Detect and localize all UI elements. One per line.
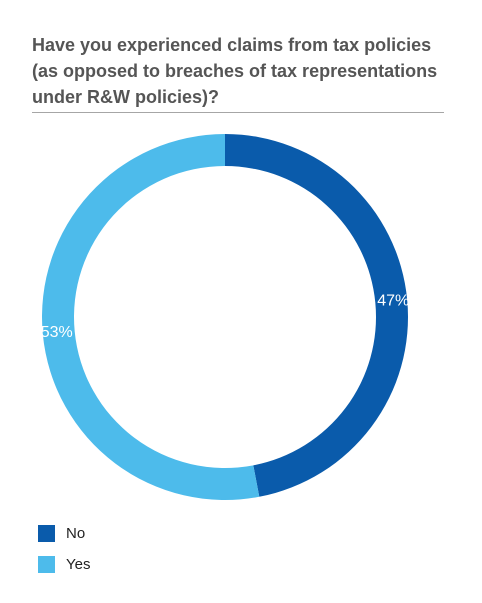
donut-slice-yes: [41, 134, 260, 500]
legend-item-no: No: [38, 524, 90, 542]
legend-item-yes: Yes: [38, 555, 90, 573]
donut-slice-no: [225, 134, 408, 497]
donut-labels: 47% 53%: [41, 292, 410, 341]
chart-title-line-3: under R&W policies)?: [32, 87, 220, 107]
chart-title-line-2: (as opposed to breaches of tax represent…: [32, 61, 438, 81]
legend: No Yes: [38, 524, 90, 586]
chart-title: Have you experienced claims from tax pol…: [32, 32, 452, 110]
chart-title-line-1: Have you experienced claims from tax pol…: [32, 35, 432, 55]
title-divider: [32, 112, 444, 113]
donut-slices: [41, 134, 408, 500]
donut-label-yes: 53%: [41, 324, 73, 341]
legend-label-no: No: [66, 524, 86, 542]
legend-swatch-yes: [38, 555, 55, 573]
donut-label-no: 47%: [377, 292, 409, 309]
legend-label-yes: Yes: [66, 555, 91, 573]
legend-swatch-no: [38, 524, 55, 542]
